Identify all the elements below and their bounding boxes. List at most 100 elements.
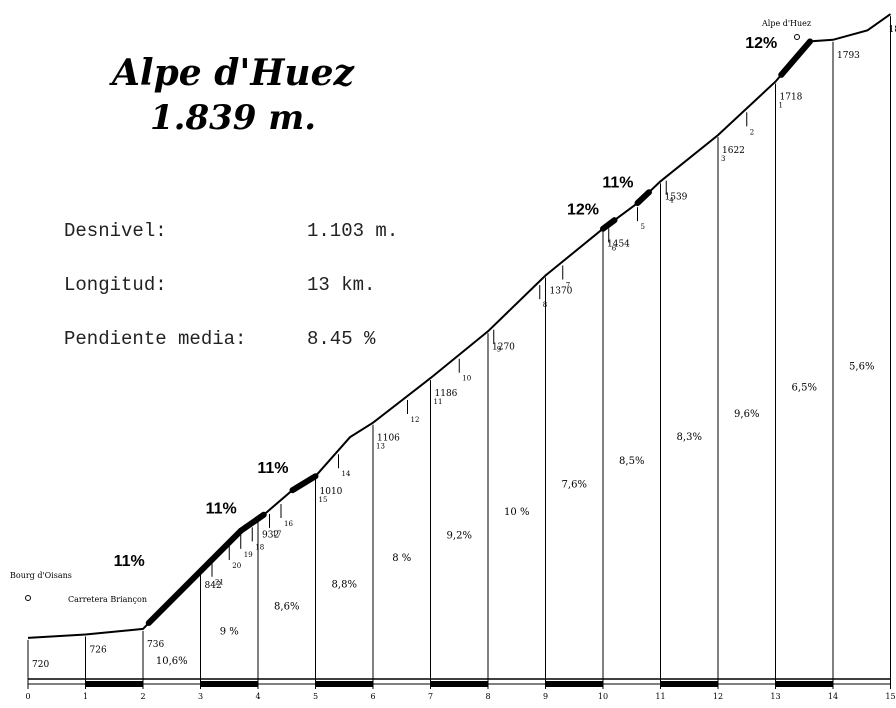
- steep-gradient-label: 11%: [206, 500, 237, 517]
- segment-gradient-label: 6,5%: [792, 382, 817, 393]
- hairpin-number: 21: [215, 579, 224, 587]
- km-altitude-label: 842: [205, 581, 222, 591]
- hairpin-number: 3: [721, 155, 725, 163]
- steep-gradient-label: 11%: [602, 175, 633, 192]
- junction-place-label: Carretera Briançon: [68, 595, 147, 604]
- x-tick-label: 15: [885, 692, 895, 701]
- segment-gradient-label: 7,6%: [562, 479, 587, 490]
- km-altitude-label: 1106: [377, 434, 400, 444]
- segment-gradient-label: 9,2%: [447, 531, 472, 542]
- hairpin-number: 13: [376, 443, 385, 451]
- steep-section: [600, 217, 618, 232]
- km-altitude-label: 1839: [889, 25, 896, 35]
- x-tick-label: 7: [428, 692, 433, 701]
- hairpin-number: 18: [255, 543, 264, 551]
- km-altitude-label: 736: [147, 640, 164, 650]
- stat-row-length: Longitud: 13 km.: [64, 274, 398, 296]
- steep-section: [289, 473, 319, 494]
- x-tick-label: 11: [655, 692, 665, 701]
- km-altitude-label: 932: [262, 531, 279, 541]
- x-tick-label: 8: [485, 692, 490, 701]
- segment-gradient-label: 10,6%: [156, 656, 188, 667]
- steep-gradient-label: 11%: [114, 553, 145, 570]
- steep-section: [778, 38, 813, 78]
- distance-bar-segment: [200, 681, 258, 687]
- stat-row-elevation: Desnivel: 1.103 m.: [64, 220, 399, 242]
- x-tick-label: 13: [770, 692, 780, 701]
- x-tick-label: 12: [713, 692, 723, 701]
- steep-section: [634, 189, 652, 207]
- segment-gradient-label: 8,6%: [274, 601, 299, 612]
- hairpin-number: 5: [641, 223, 645, 231]
- climb-altitude: 1.839 m.: [150, 98, 317, 138]
- km-altitude-label: 1454: [607, 240, 630, 250]
- hairpin-number: 8: [543, 301, 547, 309]
- segment-gradient-label: 5,6%: [849, 361, 874, 372]
- x-tick-label: 0: [25, 692, 30, 701]
- x-tick-label: 2: [140, 692, 145, 701]
- stat-value: 8.45 %: [307, 328, 376, 350]
- km-altitude-label: 1539: [665, 192, 688, 202]
- hairpin-number: 15: [319, 496, 328, 504]
- hairpin-number: 7: [566, 282, 570, 290]
- profile-area: [28, 14, 891, 680]
- start-place-marker: [25, 595, 31, 601]
- hairpin-number: 4: [669, 197, 674, 205]
- hairpin-number: 20: [232, 562, 241, 570]
- stat-label: Desnivel:: [64, 220, 167, 242]
- km-altitude-label: 1622: [722, 146, 745, 156]
- km-altitude-label: 1370: [550, 287, 573, 297]
- hairpin-number: 9: [497, 346, 501, 354]
- distance-bar-segment: [430, 681, 488, 687]
- segment-gradient-label: 9 %: [220, 626, 239, 637]
- summit-place-label: Alpe d'Huez: [761, 19, 811, 28]
- summit-place-marker: [794, 34, 800, 40]
- steep-section: [145, 527, 244, 627]
- hairpin-number: 6: [612, 244, 617, 252]
- distance-bar-segment: [660, 681, 718, 687]
- segment-gradient-label: 8,5%: [619, 456, 644, 467]
- x-tick-label: 1: [83, 692, 88, 701]
- segment-gradient-label: 9,6%: [734, 409, 759, 420]
- segment-gradient-label: 8,3%: [677, 432, 702, 443]
- segment-gradient-label: 8,8%: [332, 580, 357, 591]
- distance-bar-segment: [315, 681, 373, 687]
- x-tick-label: 4: [255, 692, 260, 701]
- steep-gradient-label: 12%: [745, 35, 777, 52]
- hairpin-number: 2: [750, 128, 754, 136]
- km-altitude-label: 1718: [780, 93, 803, 103]
- stat-label: Longitud:: [64, 274, 167, 296]
- km-altitude-label: 726: [90, 646, 107, 656]
- x-tick-label: 14: [828, 692, 838, 701]
- hairpin-number: 19: [244, 551, 253, 559]
- x-tick-label: 5: [313, 692, 318, 701]
- steep-section: [237, 511, 267, 534]
- hairpin-number: 17: [273, 530, 282, 538]
- segment-gradient-label: 10 %: [504, 507, 529, 518]
- km-altitude-label: 1186: [435, 389, 458, 399]
- segment-gradient-label: 8 %: [392, 553, 411, 564]
- hairpin-number: 11: [434, 398, 443, 406]
- hairpin-number: 1: [779, 102, 783, 110]
- climb-stats: Desnivel: 1.103 m. Longitud: 13 km. Pend…: [64, 186, 398, 366]
- x-tick-label: 10: [598, 692, 608, 701]
- hairpin-number: 12: [411, 416, 420, 424]
- hairpin-number: 10: [462, 375, 471, 383]
- steep-gradient-label: 11%: [257, 460, 288, 477]
- stat-value: 13 km.: [307, 274, 376, 296]
- distance-bar-segment: [775, 681, 833, 687]
- climb-title: Alpe d'Huez: [112, 52, 354, 94]
- km-altitude-label: 1270: [492, 342, 515, 352]
- km-altitude-label: 1010: [320, 487, 343, 497]
- steep-gradient-label: 12%: [567, 201, 599, 218]
- hairpin-number: 16: [284, 520, 293, 528]
- x-tick-label: 6: [370, 692, 375, 701]
- distance-bar-segment: [545, 681, 603, 687]
- distance-bar-segment: [85, 681, 143, 687]
- stat-value: 1.103 m.: [307, 220, 399, 242]
- stat-label: Pendiente media:: [64, 328, 247, 350]
- hairpin-number: 14: [342, 470, 351, 478]
- start-place-label: Bourg d'Oisans: [10, 571, 72, 580]
- x-tick-label: 3: [198, 692, 203, 701]
